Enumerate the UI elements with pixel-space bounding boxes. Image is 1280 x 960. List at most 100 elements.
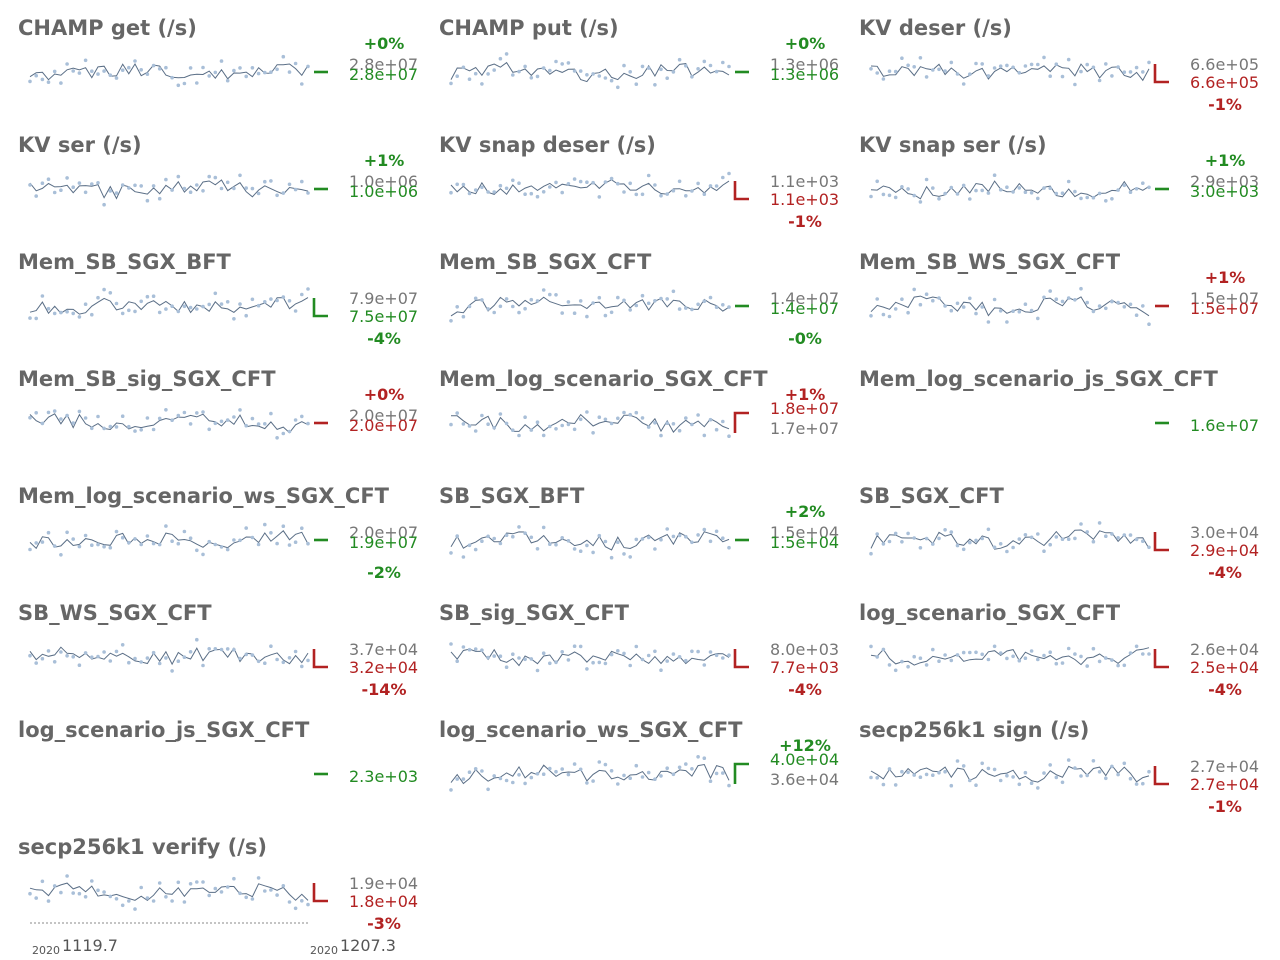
data-point: [554, 769, 558, 774]
data-point: [182, 655, 187, 659]
data-point: [219, 647, 224, 652]
data-point: [646, 301, 651, 306]
chart-title: Mem_SB_sig_SGX_CFT: [18, 367, 276, 391]
data-point: [40, 77, 45, 82]
data-point: [918, 56, 923, 60]
data-point: [1060, 74, 1065, 79]
data-point: [560, 536, 564, 540]
data-point: [1066, 537, 1071, 541]
data-point: [653, 777, 657, 781]
data-point: [46, 649, 51, 653]
data-point: [467, 647, 472, 652]
data-point: [504, 52, 509, 56]
percent-change: +2%: [785, 502, 826, 521]
series-line: [450, 61, 730, 83]
data-point: [213, 291, 218, 296]
data-point: [244, 74, 248, 79]
data-point: [554, 427, 558, 431]
data-point: [467, 770, 472, 774]
data-point: [1054, 661, 1059, 666]
data-point: [690, 540, 694, 545]
data-point: [256, 191, 261, 196]
data-point: [585, 543, 589, 548]
data-point: [937, 536, 941, 541]
data-point: [591, 301, 595, 305]
chart-title: KV ser (/s): [18, 133, 142, 157]
data-point: [232, 538, 236, 542]
x-axis-end-value: 1207.3: [340, 936, 396, 955]
data-point: [219, 419, 224, 424]
data-point: [145, 896, 150, 900]
data-point: [887, 663, 892, 667]
data-point: [213, 421, 218, 426]
data-point: [869, 644, 873, 649]
data-point: [164, 656, 168, 660]
data-point: [912, 536, 916, 540]
data-point: [170, 304, 174, 309]
data-point: [523, 192, 527, 196]
data-point: [52, 190, 57, 195]
data-point: [498, 541, 503, 546]
data-point: [992, 173, 997, 177]
data-point: [281, 524, 286, 528]
data-point: [219, 302, 224, 306]
data-point: [1141, 539, 1145, 543]
data-point: [1017, 658, 1022, 663]
data-point: [1060, 661, 1065, 665]
chart-title: SB_sig_SGX_CFT: [439, 601, 630, 625]
data-point: [622, 773, 626, 778]
data-point: [250, 897, 255, 901]
data-point: [535, 420, 540, 425]
data-point: [96, 295, 100, 300]
data-point: [677, 57, 682, 62]
data-point: [616, 540, 620, 544]
data-point: [1029, 535, 1034, 540]
data-point: [1011, 545, 1015, 550]
data-point: [127, 540, 131, 545]
old-value-label: 7.9e+07: [349, 289, 418, 308]
data-point: [133, 537, 137, 541]
data-point: [671, 422, 676, 426]
data-point: [461, 314, 466, 319]
data-point: [566, 422, 571, 427]
data-point: [1128, 533, 1133, 537]
data-point: [548, 661, 552, 666]
data-point: [900, 56, 904, 60]
data-point: [634, 537, 639, 542]
data-point: [906, 187, 910, 191]
data-point: [554, 293, 558, 297]
data-point: [71, 69, 75, 73]
data-point: [176, 413, 181, 418]
data-point: [256, 71, 261, 76]
data-point: [943, 304, 947, 308]
change-marker: [312, 883, 328, 903]
data-point: [974, 311, 978, 316]
data-point: [269, 644, 273, 648]
data-point: [139, 542, 143, 547]
data-point: [300, 526, 304, 530]
new-value-label: 7.5e+07: [349, 307, 418, 326]
data-point: [96, 414, 100, 419]
data-point: [912, 193, 916, 198]
data-point: [628, 412, 632, 417]
data-point: [721, 656, 725, 660]
data-point: [225, 647, 230, 651]
data-point: [1091, 65, 1096, 70]
data-point: [887, 314, 892, 319]
data-point: [1029, 649, 1034, 653]
data-point: [677, 179, 682, 184]
data-point: [1079, 286, 1083, 291]
data-point: [603, 417, 608, 422]
data-point: [145, 656, 150, 660]
data-point: [114, 649, 119, 654]
data-point: [906, 531, 910, 536]
data-point: [1048, 763, 1052, 767]
chart-title: KV deser (/s): [859, 16, 1012, 40]
data-point: [937, 770, 941, 775]
data-point: [127, 308, 131, 313]
data-point: [541, 525, 546, 530]
data-point: [992, 767, 997, 772]
data-point: [213, 886, 218, 891]
data-point: [949, 308, 954, 313]
data-point: [157, 416, 162, 421]
